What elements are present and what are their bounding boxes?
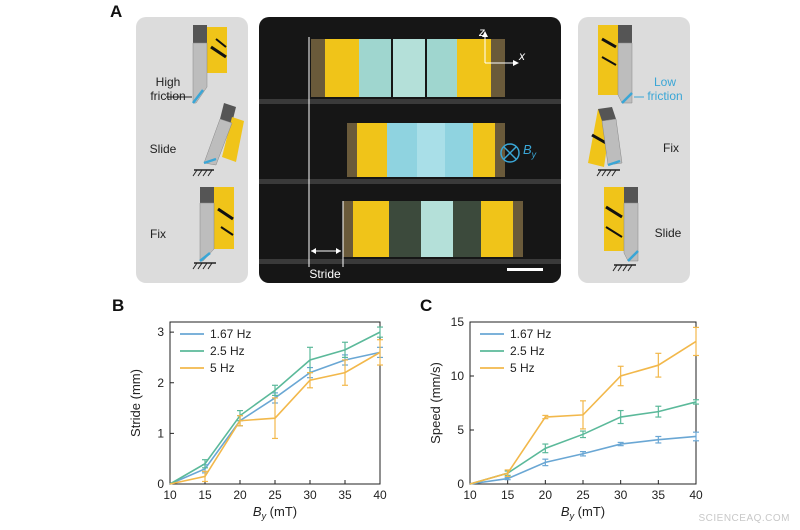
robot-row-2 — [347, 123, 505, 177]
y-tick-label: 3 — [157, 325, 164, 339]
x-tick-label: 15 — [501, 488, 515, 502]
y-axis-label: Stride (mm) — [128, 369, 143, 437]
x-tick-label: 40 — [373, 488, 387, 502]
x-tick-label: 25 — [268, 488, 282, 502]
axis-z-label: z — [479, 25, 485, 39]
leg-low-friction-icon — [598, 25, 644, 104]
y-tick-label: 0 — [457, 477, 464, 491]
panel-label-c: C — [420, 296, 433, 315]
x-tick-label: 10 — [463, 488, 477, 502]
y-tick-label: 2 — [157, 376, 164, 390]
x-tick-label: 35 — [338, 488, 352, 502]
legend-label: 1.67 Hz — [510, 327, 551, 341]
x-axis-label: By (mT) — [253, 504, 297, 521]
x-tick-label: 35 — [652, 488, 666, 502]
panel-label-b: B — [112, 296, 125, 315]
leg-slide-icon — [192, 103, 244, 177]
stride-label: Stride — [309, 267, 341, 281]
series-line — [469, 435, 697, 485]
speed-chart: 10 15 20 25 30 35 40 0 5 10 15 By (mT) Speed (mm/s) 1… — [428, 315, 703, 521]
y-axis-label: Speed (mm/s) — [428, 362, 443, 444]
y-tick-label: 1 — [157, 426, 164, 440]
y-tick-label: 0 — [157, 477, 164, 491]
leg-high-friction-icon — [166, 25, 227, 104]
left-legs-illustration — [166, 25, 244, 270]
leg-right-slide-icon — [604, 187, 639, 272]
y-tick-label: 10 — [451, 369, 465, 383]
leg-right-fix-icon — [588, 107, 623, 177]
right-legs-illustration — [588, 25, 644, 272]
legend-label: 5 Hz — [510, 361, 535, 375]
legend-label: 1.67 Hz — [210, 327, 251, 341]
x-tick-label: 20 — [539, 488, 553, 502]
label-right-fix: Fix — [663, 141, 679, 155]
robot-row-1 — [311, 39, 505, 97]
robot-stride-illustration — [259, 31, 561, 271]
leg-fix-icon — [192, 187, 234, 270]
right-legs-panel: Low friction Fix Slide — [578, 17, 690, 283]
x-tick-label: 30 — [614, 488, 628, 502]
label-left-fix: Fix — [150, 227, 166, 241]
x-axis-label: By (mT) — [561, 504, 605, 521]
axis-x-label: x — [519, 49, 525, 63]
legend-label: 2.5 Hz — [510, 344, 545, 358]
x-tick-label: 25 — [576, 488, 590, 502]
scale-bar — [507, 268, 543, 271]
field-direction-icon — [500, 143, 520, 163]
y-tick-label: 15 — [451, 315, 465, 329]
field-label: By — [523, 142, 537, 160]
robot-row-3 — [343, 201, 523, 257]
label-right-slide: Slide — [654, 226, 682, 240]
x-tick-label: 30 — [303, 488, 317, 502]
label-low-friction: Low friction — [647, 75, 683, 103]
left-legs-panel: High friction Slide Fix — [136, 17, 248, 283]
stride-chart: 10 15 20 25 30 35 40 0 1 2 3 By (mT) Stride (mm) 1.67… — [128, 321, 387, 521]
robot-photo-panel: Stride z x By — [259, 17, 561, 283]
panel-label-a: A — [110, 2, 123, 21]
legend-label: 5 Hz — [210, 361, 235, 375]
x-tick-label: 40 — [689, 488, 703, 502]
watermark: SCIENCEAQ.COM — [698, 513, 790, 524]
y-tick-label: 5 — [457, 423, 464, 437]
x-tick-label: 15 — [198, 488, 212, 502]
x-tick-label: 10 — [163, 488, 177, 502]
label-left-slide: Slide — [149, 142, 177, 156]
x-tick-label: 20 — [233, 488, 247, 502]
legend-label: 2.5 Hz — [210, 344, 245, 358]
label-high-friction: High friction — [150, 75, 186, 103]
